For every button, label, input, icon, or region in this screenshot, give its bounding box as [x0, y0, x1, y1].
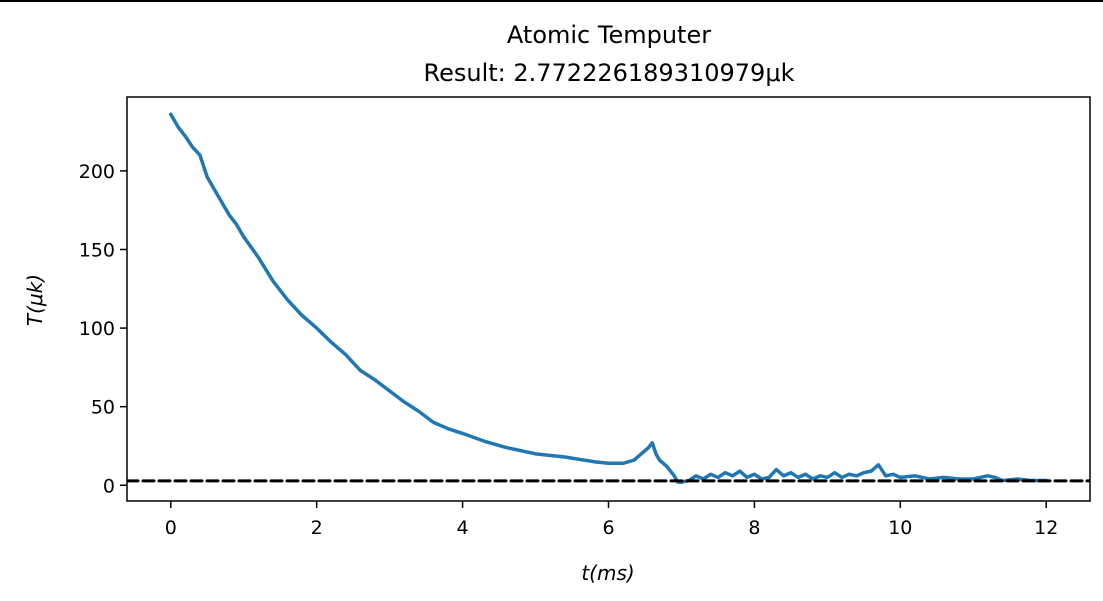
temperature-series-line [169, 112, 1048, 484]
x-tick-label: 6 [602, 517, 614, 539]
x-axis-label: t(ms) [581, 561, 634, 585]
chart-title: Atomic Temputer [507, 21, 711, 49]
x-tick-label: 12 [1034, 517, 1058, 539]
x-tick-label: 4 [457, 517, 469, 539]
y-tick-label: 100 [79, 318, 115, 340]
x-tick-label: 8 [748, 517, 760, 539]
y-tick-label: 200 [79, 161, 115, 183]
y-tick-label: 0 [103, 475, 115, 497]
y-tick-label: 150 [79, 239, 115, 261]
plot-area [127, 112, 1090, 484]
axis-ticks: 0 2 4 6 8 10 12 0 50 100 150 200 [79, 161, 1059, 539]
y-axis-label: T(μk) [23, 274, 47, 326]
y-tick-label: 50 [91, 397, 115, 419]
x-tick-label: 10 [888, 517, 912, 539]
x-tick-label: 2 [311, 517, 323, 539]
axes-frame [126, 96, 1091, 502]
x-tick-label: 0 [165, 517, 177, 539]
chart-subtitle: Result: 2.772226189310979μk [424, 59, 795, 87]
